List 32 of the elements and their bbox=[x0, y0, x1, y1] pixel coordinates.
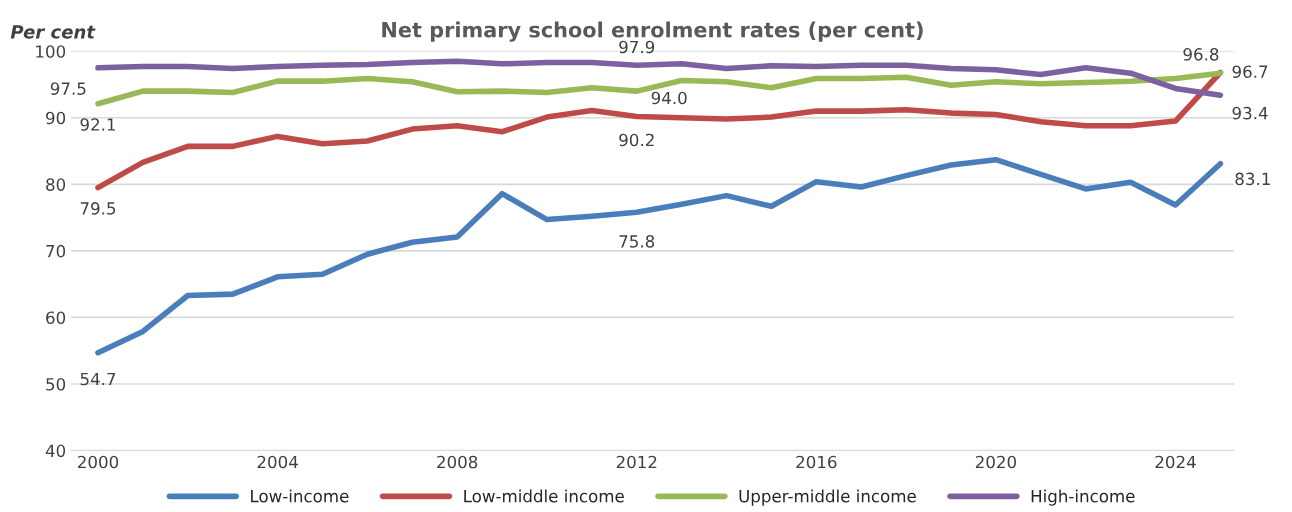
y-tick-label: 50 bbox=[46, 377, 66, 391]
x-tick-label: 2020 bbox=[975, 455, 1017, 469]
y-tick-label: 40 bbox=[45, 444, 66, 458]
y-axis-title: Per cent bbox=[10, 25, 96, 39]
data-label: 75.8 bbox=[619, 235, 655, 248]
y-tick-label: 90 bbox=[46, 111, 66, 125]
chart-title: Net primary school enrolment rates (per cent) bbox=[382, 21, 923, 42]
data-label: 96.7 bbox=[1232, 65, 1268, 78]
x-tick-label: 2008 bbox=[437, 455, 478, 469]
y-tick-label: 100 bbox=[36, 45, 66, 58]
data-label: 93.4 bbox=[1232, 106, 1268, 120]
data-label: 92.1 bbox=[80, 118, 116, 131]
data-label: 97.5 bbox=[50, 82, 86, 95]
y-tick-label: 70 bbox=[46, 244, 66, 258]
data-label: 79.5 bbox=[80, 202, 116, 215]
legend-label: Low-income bbox=[251, 489, 349, 503]
data-label: 96.8 bbox=[1183, 48, 1219, 61]
y-tick-label: 60 bbox=[46, 311, 66, 325]
x-tick-label: 2000 bbox=[78, 455, 119, 469]
data-label: 94.0 bbox=[651, 91, 687, 105]
x-tick-label: 2024 bbox=[1155, 455, 1196, 469]
legend-label: High-income bbox=[1031, 489, 1135, 506]
legend-label: Low-middle income bbox=[464, 489, 624, 503]
data-label: 90.2 bbox=[619, 133, 654, 147]
legend-label: Upper-middle income bbox=[739, 489, 916, 506]
x-tick-label: 2004 bbox=[257, 455, 298, 469]
y-tick-label: 80 bbox=[46, 178, 66, 191]
x-tick-label: 2012 bbox=[616, 455, 657, 469]
data-label: 97.9 bbox=[619, 40, 655, 54]
data-label: 54.7 bbox=[80, 372, 116, 386]
data-label: 83.1 bbox=[1235, 172, 1270, 186]
x-tick-label: 2016 bbox=[796, 455, 837, 469]
